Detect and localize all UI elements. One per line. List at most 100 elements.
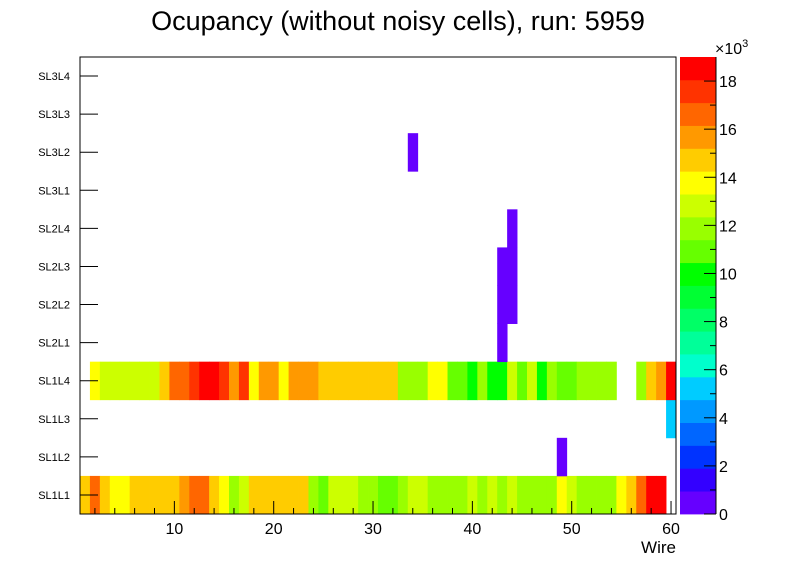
y-tick-label-sl3l2: SL3L2 (38, 147, 70, 159)
heatmap-cell-sl1l1-wire-3 (99, 475, 111, 515)
heatmap-cell-sl1l4-wire-47 (536, 361, 548, 401)
heatmap-cell-sl1l1-wire-36 (427, 475, 438, 515)
heatmap-cell-sl1l1-wire-5 (119, 475, 131, 515)
y-tick-label-sl3l1: SL3L1 (38, 185, 70, 197)
heatmap-cell-sl1l4-wire-25 (318, 361, 329, 401)
heatmap-cell-sl1l1-wire-43 (497, 475, 508, 515)
heatmap-cell-sl1l4-wire-37 (437, 361, 448, 401)
x-tick-label-20: 20 (265, 521, 283, 538)
heatmap-cell-sl1l1-wire-18 (248, 475, 260, 515)
heatmap-cell-sl1l1-wire-57 (636, 475, 647, 515)
heatmap-cell-sl1l1-wire-35 (417, 475, 429, 515)
heatmap-cell-sl1l4-wire-46 (527, 361, 538, 401)
heatmap-cell-sl1l1-wire-32 (387, 475, 399, 515)
heatmap-cell-sl1l4-wire-54 (606, 361, 617, 401)
heatmap-cell-sl1l4-wire-10 (169, 361, 180, 401)
heatmap-cell-sl1l4-wire-33 (397, 361, 409, 401)
palette-tick-label-16: 16 (719, 122, 737, 139)
heatmap-cell-sl1l1-wire-22 (288, 475, 299, 515)
palette-band-7 (680, 331, 716, 355)
palette-band-10 (680, 262, 716, 286)
heatmap-cell-sl1l1-wire-9 (159, 475, 170, 515)
plot-frame (79, 56, 677, 515)
heatmap-cell-sl1l1-wire-41 (477, 475, 488, 515)
y-tick-label-sl1l3: SL1L3 (38, 414, 70, 426)
heatmap-cell-sl1l1-wire-19 (258, 475, 270, 515)
heatmap-cell-sl1l4-wire-45 (517, 361, 528, 401)
y-tick-label-sl2l3: SL2L3 (38, 261, 70, 273)
heatmap-cell-sl1l4-wire-50 (566, 361, 578, 401)
heatmap-cell-sl1l4-wire-19 (258, 361, 270, 401)
heatmap-cell-sl1l4-wire-35 (417, 361, 429, 401)
heatmap-cell-sl1l1-wire-46 (527, 475, 538, 515)
heatmap-cell-sl1l4-wire-32 (387, 361, 399, 401)
heatmap-cell-sl1l1-wire-14 (209, 475, 220, 515)
heatmap-cell-sl1l4-wire-51 (576, 361, 587, 401)
heatmap-cell-sl2l3-wire-43 (497, 247, 508, 286)
heatmap-cell-sl1l4-wire-57 (636, 361, 647, 401)
color-palette: 0 2 4 6 8 10 12 14 16 18 (680, 57, 737, 524)
heatmap-cell-sl1l1-wire-39 (457, 475, 468, 515)
palette-band-13 (680, 194, 716, 218)
heatmap-cell-sl3l2-wire-34 (407, 133, 419, 172)
heatmap-cell-sl1l4-wire-23 (298, 361, 309, 401)
x-tick-label-40: 40 (463, 521, 481, 538)
palette-band-15 (680, 148, 716, 172)
heatmap-cell-sl1l1-wire-28 (348, 475, 359, 515)
x-tick-label-30: 30 (364, 521, 382, 538)
heatmap-cell-sl1l4-wire-15 (219, 361, 230, 401)
heatmap-cell-sl1l4-wire-13 (199, 361, 210, 401)
heatmap-cell-sl1l4-wire-27 (338, 361, 349, 401)
heatmap-cell-sl1l4-wire-18 (248, 361, 260, 401)
y-tick-label-sl2l4: SL2L4 (38, 223, 70, 235)
heatmap-cell-sl1l4-wire-39 (457, 361, 468, 401)
heatmap-cell-sl1l1-wire-54 (606, 475, 617, 515)
palette-band-17 (680, 102, 716, 126)
axes: 10 20 30 40 50 60 SL1L1 SL1L2 SL1L3 SL1L4 SL2L1 SL2… (38, 71, 680, 538)
heatmap-cell-sl1l1-wire-20 (268, 475, 280, 515)
palette-band-5 (680, 376, 716, 401)
heatmap-cell-sl1l2-wire-49 (556, 437, 568, 477)
heatmap-cell-sl1l4-wire-11 (179, 361, 190, 401)
y-tick-label-sl1l1: SL1L1 (38, 490, 70, 502)
heatmap-cell-sl1l1-wire-11 (179, 475, 190, 515)
heatmap-cell-sl1l4-wire-41 (477, 361, 488, 401)
palette-band-4 (680, 399, 716, 423)
heatmap-cell-sl1l1-wire-4 (109, 475, 121, 515)
heatmap-cell-sl2l4-wire-44 (507, 209, 518, 248)
palette-band-11 (680, 239, 716, 264)
heatmap-cell-sl1l4-wire-20 (268, 361, 280, 401)
heatmap-cell-sl1l4-wire-53 (596, 361, 607, 401)
heatmap-cell-sl1l1-wire-25 (318, 475, 329, 515)
palette-band-16 (680, 125, 716, 149)
heatmap-cell-sl1l1-wire-53 (596, 475, 607, 515)
heatmap-cell-sl1l4-wire-34 (407, 361, 419, 401)
heatmap-cell-sl1l1-wire-58 (646, 475, 657, 515)
heatmap-cell-sl1l4-wire-48 (546, 361, 558, 401)
palette-tick-label-14: 14 (719, 170, 737, 187)
heatmap-cell-sl1l4-wire-42 (487, 361, 498, 401)
heatmap-cell-sl1l4-wire-16 (229, 361, 240, 401)
heatmap-cell-sl1l1-wire-26 (328, 475, 339, 515)
x-tick-label-60: 60 (662, 521, 680, 538)
palette-band-9 (680, 285, 716, 309)
heatmap-cell-sl1l4-wire-43 (497, 361, 508, 401)
heatmap-cell-sl1l1-wire-45 (517, 475, 528, 515)
heatmap-cell-sl1l4-wire-8 (149, 361, 160, 401)
x-tick-label-50: 50 (563, 521, 581, 538)
heatmap-cell-sl1l1-wire-42 (487, 475, 498, 515)
heatmap-cell-sl1l1-wire-52 (586, 475, 597, 515)
palette-band-1 (680, 468, 716, 492)
y-tick-label-sl1l2: SL1L2 (38, 452, 70, 464)
heatmap-cell-sl1l1-wire-51 (576, 475, 587, 515)
heatmap-cell-sl1l1-wire-13 (199, 475, 210, 515)
palette-tick-label-0: 0 (719, 507, 728, 524)
heatmap-cell-sl2l1-wire-43 (497, 323, 508, 363)
palette-band-0 (680, 491, 716, 515)
heatmap-cell-sl1l4-wire-17 (238, 361, 250, 401)
heatmap-cell-sl1l1-wire-15 (219, 475, 230, 515)
heatmap-cell-sl1l4-wire-24 (308, 361, 319, 401)
heatmap-cell-sl1l1-wire-55 (616, 475, 627, 515)
heatmap-cell-sl1l4-wire-22 (288, 361, 299, 401)
